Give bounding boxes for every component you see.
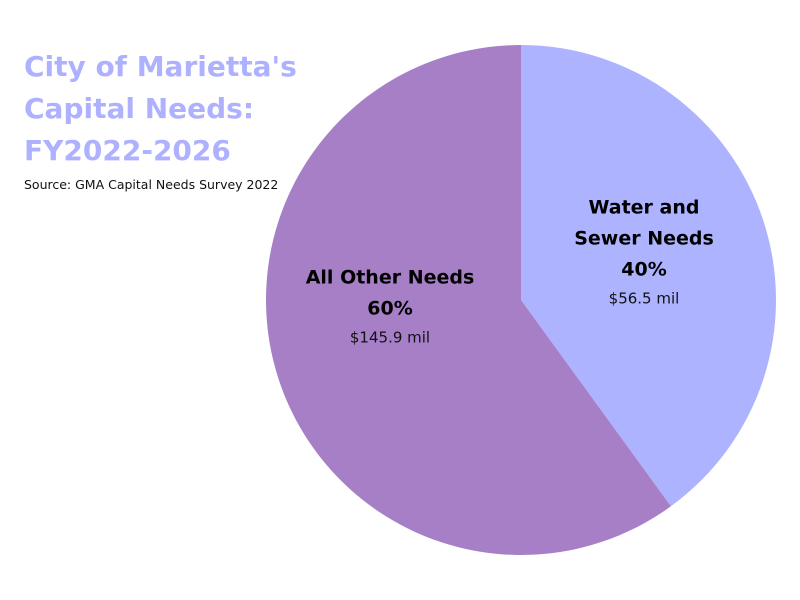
- slice-label-group: Water and Sewer Needs 40% $56.5 mil: [574, 197, 714, 308]
- slice-label-group: All Other Needs 60% $145.9 mil: [306, 267, 475, 347]
- chart-source: Source: GMA Capital Needs Survey 2022: [24, 177, 279, 192]
- slice-name-label: Water and: [588, 197, 699, 219]
- slice-name-label: Sewer Needs: [574, 228, 714, 250]
- slice-name-label: All Other Needs: [306, 267, 475, 289]
- chart-title: City of Marietta's Capital Needs: FY2022…: [24, 46, 324, 172]
- slice-percent-label: 40%: [621, 259, 666, 281]
- pie-slice: [266, 45, 671, 556]
- chart-title-line: FY2022-2026: [24, 134, 231, 167]
- chart-title-line: Capital Needs:: [24, 92, 255, 125]
- slice-value-label: $145.9 mil: [350, 329, 430, 347]
- slice-percent-label: 60%: [367, 298, 412, 320]
- pie-slice: [521, 45, 777, 507]
- slice-value-label: $56.5 mil: [609, 290, 680, 308]
- chart-title-line: City of Marietta's: [24, 50, 297, 83]
